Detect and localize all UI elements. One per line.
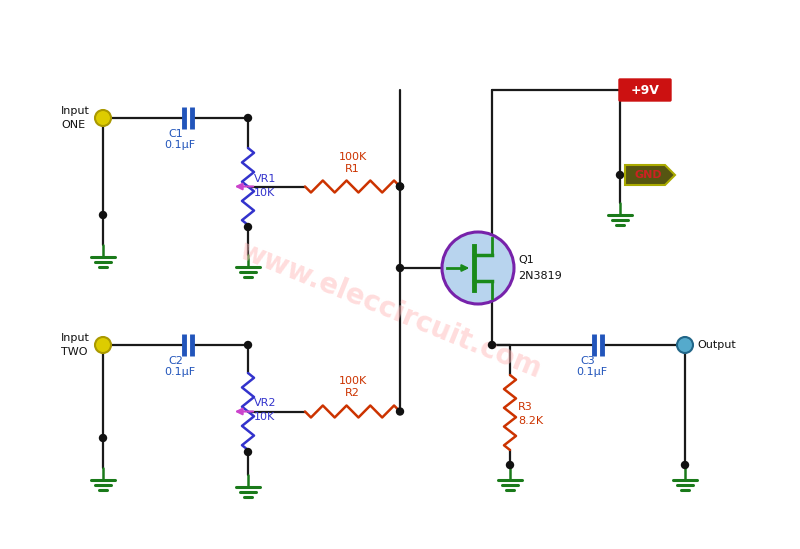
Text: 0.1μF: 0.1μF — [576, 367, 607, 377]
Circle shape — [397, 183, 403, 190]
Circle shape — [95, 110, 111, 126]
Text: 8.2K: 8.2K — [518, 417, 543, 427]
Text: Q1: Q1 — [518, 255, 534, 265]
Text: GND: GND — [634, 170, 662, 180]
Text: C3: C3 — [580, 356, 594, 366]
Text: +9V: +9V — [630, 83, 659, 97]
Text: Output: Output — [697, 340, 736, 350]
Text: C2: C2 — [168, 356, 183, 366]
Text: 0.1μF: 0.1μF — [164, 367, 195, 377]
Text: R2: R2 — [345, 389, 360, 399]
Polygon shape — [625, 165, 675, 185]
Circle shape — [682, 462, 689, 468]
Circle shape — [397, 408, 403, 415]
Text: 100K: 100K — [338, 152, 366, 161]
Circle shape — [489, 341, 495, 349]
Text: 10K: 10K — [254, 412, 275, 423]
Text: VR1: VR1 — [254, 173, 276, 183]
Circle shape — [442, 232, 514, 304]
Text: R1: R1 — [345, 164, 360, 173]
Text: 10K: 10K — [254, 188, 275, 198]
Text: 0.1μF: 0.1μF — [164, 140, 195, 150]
Circle shape — [245, 223, 251, 231]
Text: www.eleccircuit.com: www.eleccircuit.com — [234, 237, 546, 384]
Circle shape — [677, 337, 693, 353]
Circle shape — [99, 211, 106, 219]
Text: 100K: 100K — [338, 377, 366, 386]
Text: R3: R3 — [518, 402, 533, 412]
Circle shape — [245, 341, 251, 349]
Text: Input: Input — [61, 106, 90, 116]
Circle shape — [99, 434, 106, 441]
Circle shape — [245, 449, 251, 456]
Circle shape — [397, 265, 403, 272]
FancyBboxPatch shape — [619, 79, 671, 101]
Circle shape — [397, 183, 403, 190]
Circle shape — [95, 337, 111, 353]
Text: Input: Input — [61, 333, 90, 343]
Circle shape — [506, 462, 514, 468]
Text: VR2: VR2 — [254, 399, 277, 408]
Text: TWO: TWO — [61, 347, 87, 357]
Circle shape — [245, 115, 251, 121]
Text: ONE: ONE — [61, 120, 85, 130]
Text: C1: C1 — [168, 129, 182, 139]
Circle shape — [617, 171, 623, 178]
Text: 2N3819: 2N3819 — [518, 271, 562, 281]
